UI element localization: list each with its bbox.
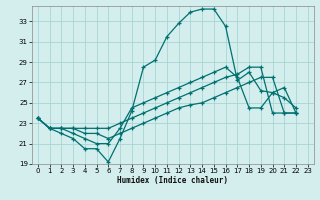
X-axis label: Humidex (Indice chaleur): Humidex (Indice chaleur): [117, 176, 228, 185]
